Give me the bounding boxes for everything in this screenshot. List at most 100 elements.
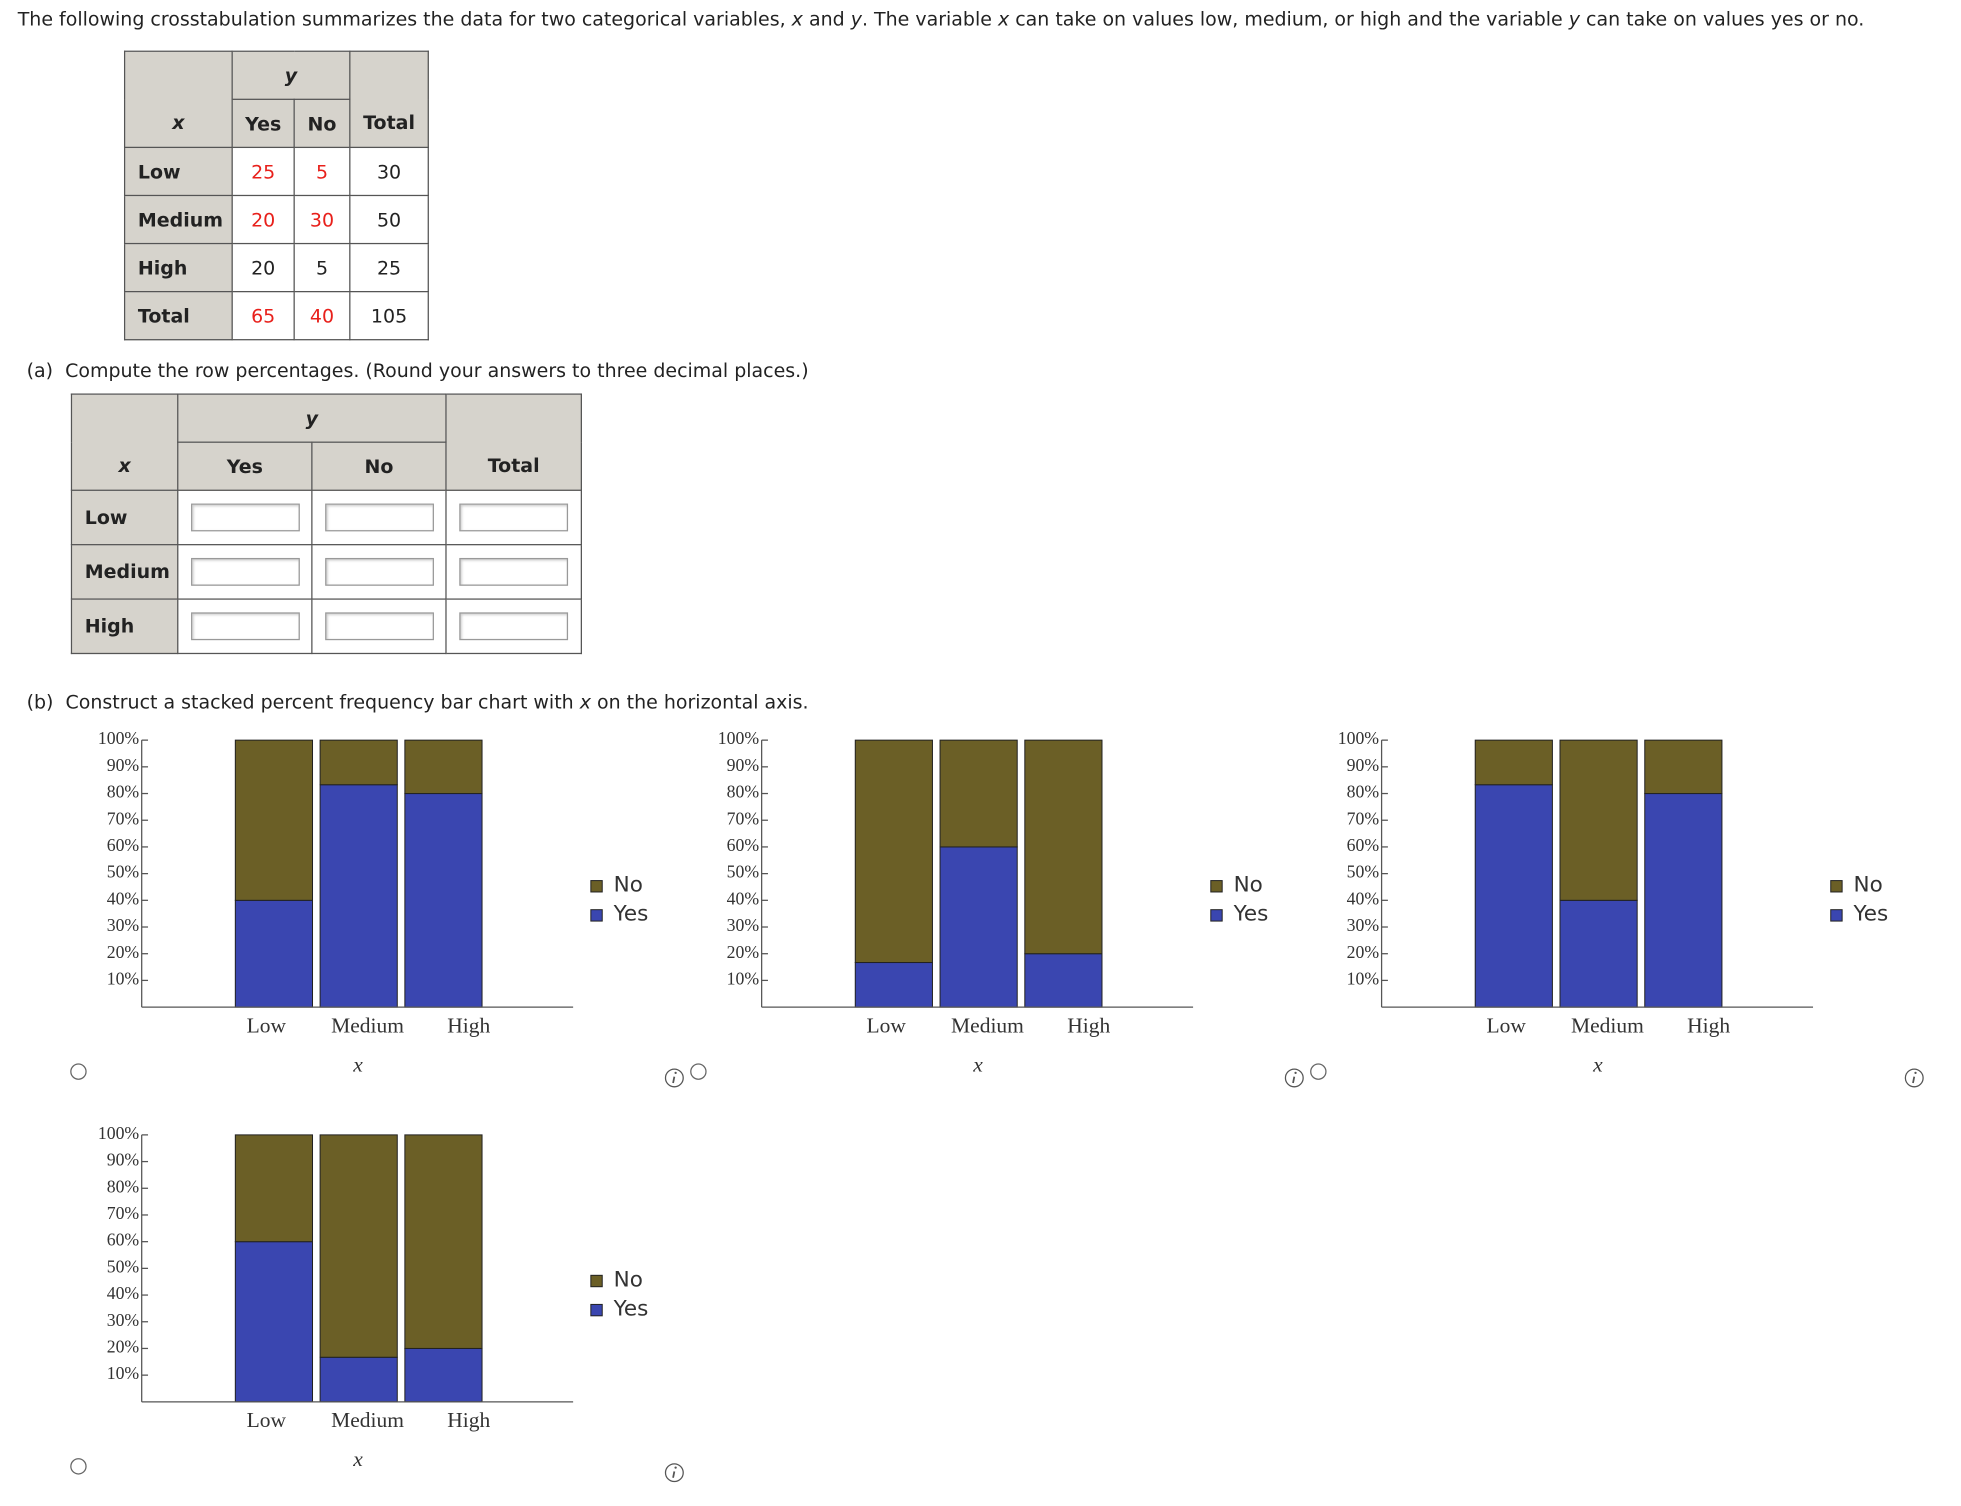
bar-segment (234, 899, 314, 1008)
info-glyph (1914, 1071, 1917, 1075)
legend-label: No (614, 873, 643, 898)
info-glyph (672, 1471, 676, 1478)
y-tick-label: 10% (1347, 968, 1380, 988)
bar-segment (1644, 793, 1723, 1008)
legend-label: Yes (613, 1296, 649, 1321)
bar-segment (404, 793, 483, 1008)
bar-segment (854, 962, 933, 1008)
x-axis-label: x (1592, 1053, 1603, 1077)
column-header: No (311, 441, 447, 491)
y-tick-label: 80% (727, 782, 760, 802)
y-tick-label: 10% (107, 968, 140, 988)
legend-label: Yes (613, 902, 649, 927)
x-axis-label: x (352, 1447, 363, 1471)
data-row: Total 65 40 105 (123, 290, 429, 341)
y-header: y (177, 393, 447, 443)
cell: 20 (231, 194, 295, 245)
legend-label: No (1234, 873, 1263, 898)
text: can take on values yes or no. (1580, 7, 1865, 31)
y-tick-label: 50% (1347, 862, 1380, 882)
answer-input[interactable] (324, 503, 434, 532)
variable: x (579, 690, 591, 714)
radio-button[interactable] (70, 1458, 87, 1475)
x-tick-label: Medium (331, 1013, 404, 1037)
y-tick-label: 10% (727, 968, 760, 988)
column-header: Yes (231, 98, 295, 149)
row-label: High (70, 598, 179, 655)
legend-swatch (590, 909, 603, 922)
y-tick-label: 100% (98, 728, 140, 748)
text: on the horizontal axis. (590, 690, 809, 714)
y-tick-label: 70% (727, 808, 760, 828)
x-tick-label: Low (247, 1408, 287, 1432)
data-row: Low 25 5 30 (123, 146, 429, 197)
cell: 30 (293, 194, 351, 245)
answer-input[interactable] (190, 503, 300, 532)
header-row: Yes No (125, 98, 429, 149)
cell: 25 (231, 146, 295, 197)
y-tick-label: 70% (107, 808, 140, 828)
bar-segment (1559, 739, 1638, 901)
cell (311, 544, 447, 600)
row-label: Total (123, 290, 233, 341)
bar-segment (234, 1134, 314, 1243)
y-tick-label: 90% (1347, 755, 1380, 775)
text: The following crosstabulation summarizes… (17, 7, 792, 31)
answer-input[interactable] (190, 612, 300, 641)
y-tick-label: 40% (107, 888, 140, 908)
data-row: High 20 5 25 (123, 242, 429, 293)
bar-segment (939, 846, 1018, 1008)
y-tick-label: 60% (727, 835, 760, 855)
y-tick-label: 50% (107, 1256, 140, 1276)
x-tick-label: High (447, 1013, 490, 1037)
y-tick-label: 90% (107, 1150, 140, 1170)
radio-button[interactable] (1310, 1063, 1327, 1080)
legend-swatch (1830, 909, 1843, 922)
y-tick-label: 30% (107, 915, 140, 935)
header-row: x y Total (70, 393, 582, 491)
bar-segment (1474, 784, 1553, 1008)
x-tick-label: Medium (331, 1408, 404, 1432)
x-tick-label: Low (867, 1013, 907, 1037)
answer-input[interactable] (459, 612, 569, 641)
bar-segment (939, 739, 1018, 848)
row-label: Low (123, 146, 233, 197)
answer-input[interactable] (459, 557, 569, 586)
part-text: Compute the row percentages. (Round your… (65, 359, 809, 383)
cell: 50 (349, 194, 429, 245)
x-tick-label: Medium (1571, 1013, 1644, 1037)
text: and (802, 7, 851, 31)
cell (311, 598, 447, 655)
y-tick-label: 80% (107, 782, 140, 802)
radio-button[interactable] (690, 1063, 707, 1080)
bar-segment (1559, 899, 1638, 1008)
legend-label: No (1854, 873, 1883, 898)
x-tick-label: Medium (951, 1013, 1024, 1037)
bar-segment (1474, 739, 1553, 786)
answer-input[interactable] (324, 557, 434, 586)
part-label: (b) (26, 690, 54, 714)
y-tick-label: 100% (1338, 728, 1380, 748)
answer-input[interactable] (324, 612, 434, 641)
data-row: Medium 20 30 50 (123, 194, 429, 245)
cell: 105 (349, 290, 429, 341)
cell (445, 598, 582, 655)
row-label: Medium (70, 544, 179, 600)
x-axis-label: x (352, 1053, 363, 1077)
radio-button[interactable] (70, 1063, 87, 1080)
y-tick-label: 90% (107, 755, 140, 775)
cell: 40 (293, 290, 351, 341)
question: The following crosstabulation summarizes… (18, 8, 1865, 31)
y-tick-label: 30% (107, 1310, 140, 1330)
answer-input[interactable] (459, 503, 569, 532)
cell (445, 489, 582, 546)
row-label: Low (70, 489, 179, 546)
x-header: x (123, 50, 233, 149)
variable: y (1568, 7, 1581, 31)
y-tick-label: 90% (727, 755, 760, 775)
answer-input[interactable] (190, 557, 300, 586)
crosstab-table: x y Total Yes No Low 25 5 30 Medium 20 30 50 High 20 5 2… (123, 50, 429, 341)
y-tick-label: 50% (727, 862, 760, 882)
